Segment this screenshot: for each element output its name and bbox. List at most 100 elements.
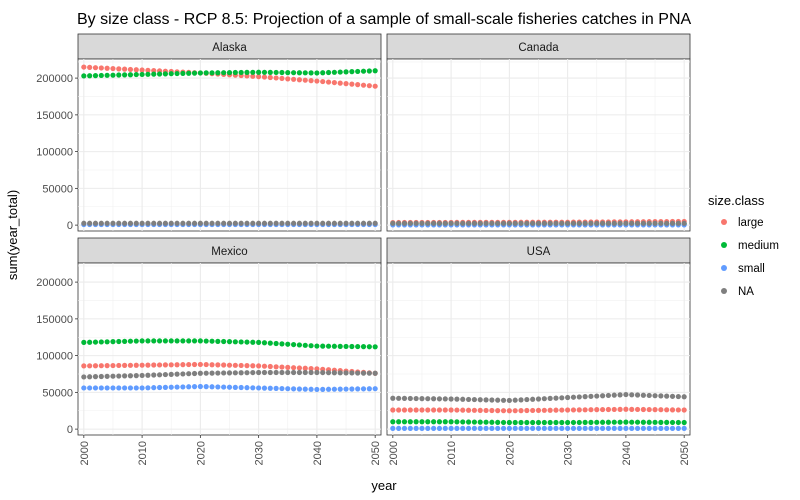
point-canada-na-2012 xyxy=(460,220,466,226)
point-usa-large-2022 xyxy=(518,408,524,414)
point-mexico-medium-2004 xyxy=(104,339,110,345)
point-usa-small-2041 xyxy=(629,425,635,431)
point-usa-small-2023 xyxy=(524,425,530,431)
point-alaska-medium-2025 xyxy=(226,70,233,76)
point-mexico-small-2037 xyxy=(296,386,303,392)
point-usa-medium-2016 xyxy=(483,419,489,425)
point-alaska-na-2009 xyxy=(133,220,139,226)
point-alaska-medium-2031 xyxy=(261,69,268,75)
point-canada-na-2022 xyxy=(518,220,524,226)
point-mexico-large-2020 xyxy=(197,361,203,368)
point-canada-na-2010 xyxy=(448,220,454,226)
point-usa-medium-2024 xyxy=(530,419,536,426)
point-mexico-large-2040 xyxy=(314,366,320,372)
point-mexico-large-2002 xyxy=(92,363,99,369)
point-usa-small-2037 xyxy=(605,425,612,431)
point-mexico-medium-2023 xyxy=(215,338,221,344)
point-alaska-large-2009 xyxy=(133,67,139,73)
point-usa-medium-2020 xyxy=(506,419,512,426)
point-mexico-medium-2047 xyxy=(355,343,361,350)
point-mexico-na-2002 xyxy=(92,374,99,380)
point-mexico-medium-2044 xyxy=(337,343,343,349)
point-mexico-small-2031 xyxy=(261,385,268,391)
point-alaska-na-2028 xyxy=(244,220,250,226)
point-mexico-large-2032 xyxy=(267,363,273,370)
point-mexico-small-2011 xyxy=(145,385,151,391)
point-alaska-medium-2041 xyxy=(320,70,326,76)
point-alaska-na-2048 xyxy=(360,220,367,226)
point-mexico-medium-2015 xyxy=(168,338,174,344)
point-mexico-large-2026 xyxy=(232,362,238,368)
point-mexico-na-2021 xyxy=(203,370,209,376)
point-usa-na-2037 xyxy=(605,392,612,399)
point-usa-small-2004 xyxy=(413,425,419,431)
x-tick-label: 2030 xyxy=(254,441,266,465)
point-mexico-na-2010 xyxy=(139,372,145,379)
point-mexico-large-2017 xyxy=(180,362,186,368)
point-mexico-na-2014 xyxy=(162,371,168,378)
point-mexico-large-2035 xyxy=(285,364,291,370)
point-alaska-na-2004 xyxy=(104,220,110,226)
point-usa-small-2032 xyxy=(576,425,582,431)
point-mexico-large-2001 xyxy=(87,363,93,369)
point-usa-medium-2006 xyxy=(425,419,431,425)
point-alaska-na-2046 xyxy=(349,220,355,226)
point-usa-small-2030 xyxy=(565,425,571,431)
point-usa-large-2032 xyxy=(576,407,582,413)
point-alaska-large-2039 xyxy=(308,78,314,84)
point-usa-medium-2033 xyxy=(582,419,588,425)
point-usa-na-2028 xyxy=(553,395,559,401)
point-mexico-medium-2042 xyxy=(325,343,332,349)
point-usa-small-2016 xyxy=(483,425,489,431)
y-tick-label: 100000 xyxy=(36,351,73,363)
point-usa-na-2013 xyxy=(465,396,472,403)
point-alaska-large-2046 xyxy=(349,81,355,87)
point-usa-small-2033 xyxy=(582,425,588,431)
point-mexico-large-2006 xyxy=(116,362,122,369)
point-alaska-large-2048 xyxy=(360,82,367,88)
point-alaska-medium-2009 xyxy=(133,71,139,78)
point-mexico-small-2035 xyxy=(285,386,291,392)
point-usa-medium-2037 xyxy=(605,419,612,425)
point-alaska-na-2040 xyxy=(314,220,320,226)
point-canada-na-2033 xyxy=(582,220,588,226)
point-alaska-na-2003 xyxy=(98,220,104,226)
point-alaska-medium-2023 xyxy=(215,70,221,76)
point-usa-small-2012 xyxy=(460,425,466,431)
point-usa-small-2005 xyxy=(419,425,425,431)
point-usa-medium-2046 xyxy=(658,419,664,425)
strip-label-alaska: Alaska xyxy=(212,42,247,54)
x-tick-label: 2000 xyxy=(79,441,91,465)
y-axis-bottom: 0 50000 100000 150000 200000 xyxy=(36,277,78,436)
point-usa-medium-2014 xyxy=(471,419,477,425)
legend-key-small xyxy=(721,265,727,271)
point-usa-na-2042 xyxy=(634,392,641,398)
point-usa-na-2011 xyxy=(454,396,460,402)
x-tick-label: 2040 xyxy=(312,441,324,465)
point-alaska-na-2038 xyxy=(302,220,308,226)
point-alaska-medium-2024 xyxy=(221,70,227,76)
point-alaska-large-2000 xyxy=(81,64,87,70)
point-canada-na-2026 xyxy=(541,220,547,226)
point-usa-na-2014 xyxy=(471,396,477,403)
point-mexico-small-2026 xyxy=(232,384,238,390)
point-alaska-na-2022 xyxy=(209,220,215,226)
point-mexico-na-2009 xyxy=(133,373,139,379)
point-usa-medium-2015 xyxy=(477,419,483,425)
point-alaska-large-2049 xyxy=(366,83,372,89)
panel-alaska: Alaska xyxy=(77,33,382,232)
point-alaska-medium-2017 xyxy=(180,70,186,77)
point-mexico-large-2025 xyxy=(226,362,233,368)
point-alaska-large-2038 xyxy=(302,77,308,83)
point-usa-na-2017 xyxy=(489,397,495,403)
point-canada-na-2009 xyxy=(442,220,448,226)
point-usa-large-2004 xyxy=(413,407,419,413)
point-canada-na-2014 xyxy=(471,220,477,226)
point-usa-medium-2017 xyxy=(489,419,495,425)
point-alaska-medium-2016 xyxy=(174,70,180,77)
point-mexico-na-2019 xyxy=(191,370,198,377)
point-mexico-medium-2035 xyxy=(285,341,291,347)
point-mexico-medium-2043 xyxy=(331,343,337,349)
point-usa-na-2022 xyxy=(518,397,524,403)
point-usa-large-2050 xyxy=(681,407,687,413)
